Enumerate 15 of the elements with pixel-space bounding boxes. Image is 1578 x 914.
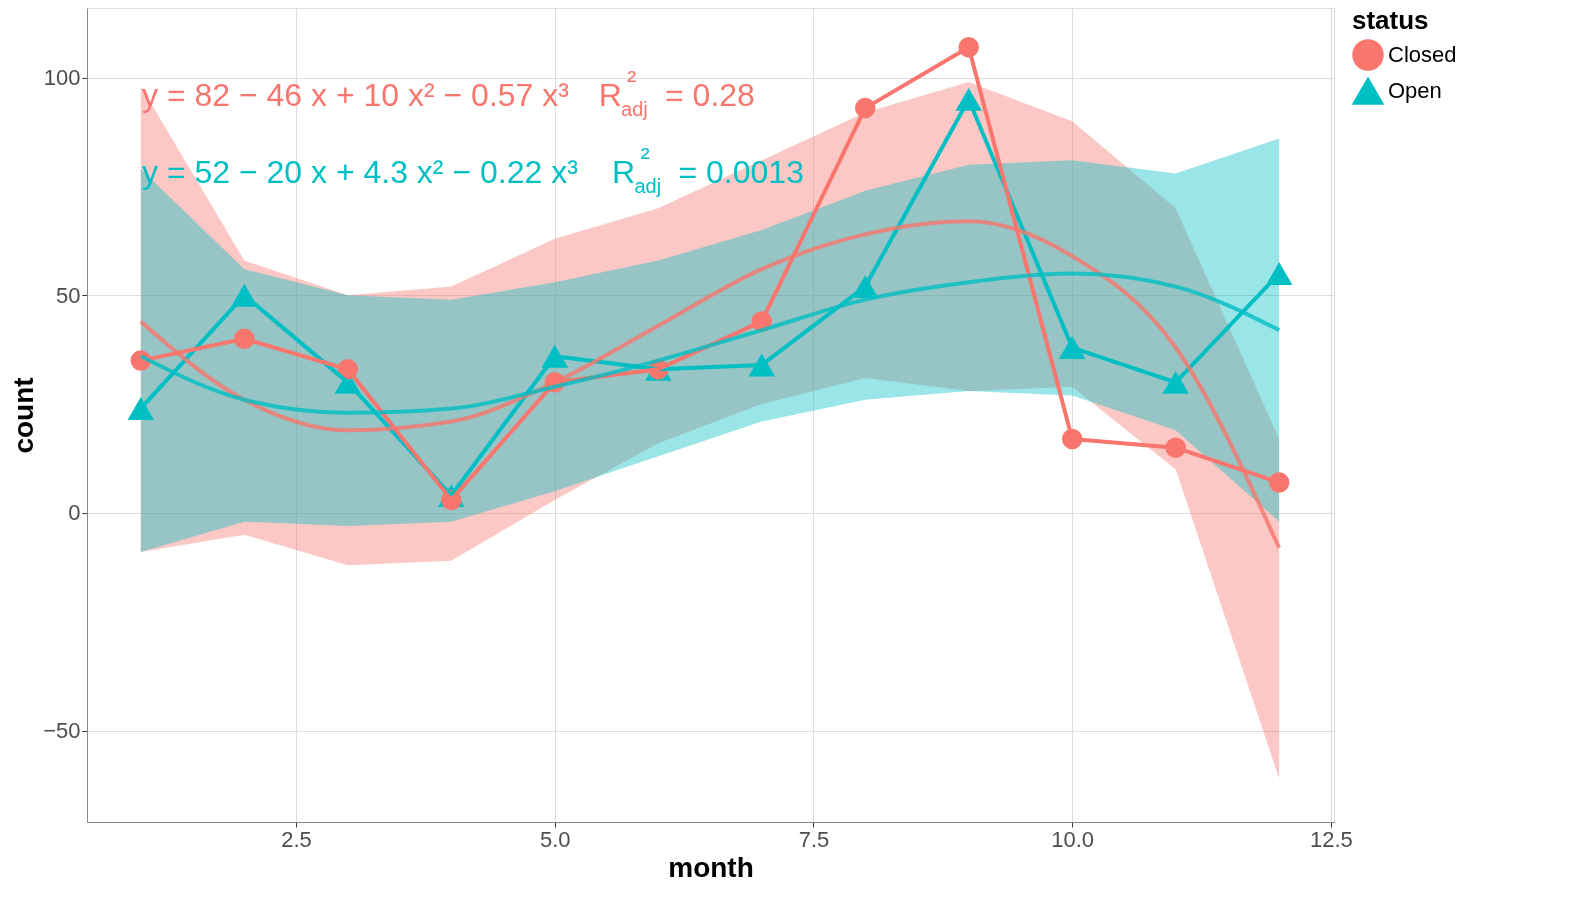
y-tick-label: −50 <box>43 718 81 744</box>
legend-label: Closed <box>1388 42 1457 67</box>
y-tick-label: 0 <box>68 500 81 526</box>
y-tick-label: 100 <box>43 65 81 91</box>
x-tick-label: 10.0 <box>1051 826 1095 852</box>
legend-title: status <box>1352 5 1429 35</box>
x-tick-label: 7.5 <box>798 826 830 852</box>
x-tick-label: 5.0 <box>539 826 571 852</box>
y-tick-label: 50 <box>56 282 81 308</box>
legend-label: Open <box>1388 78 1442 103</box>
x-tick-label: 12.5 <box>1309 826 1353 852</box>
x-tick-label: 2.5 <box>281 826 312 852</box>
y-axis-title: count <box>8 377 40 454</box>
x-axis-title: month <box>668 851 754 883</box>
point <box>127 397 155 420</box>
